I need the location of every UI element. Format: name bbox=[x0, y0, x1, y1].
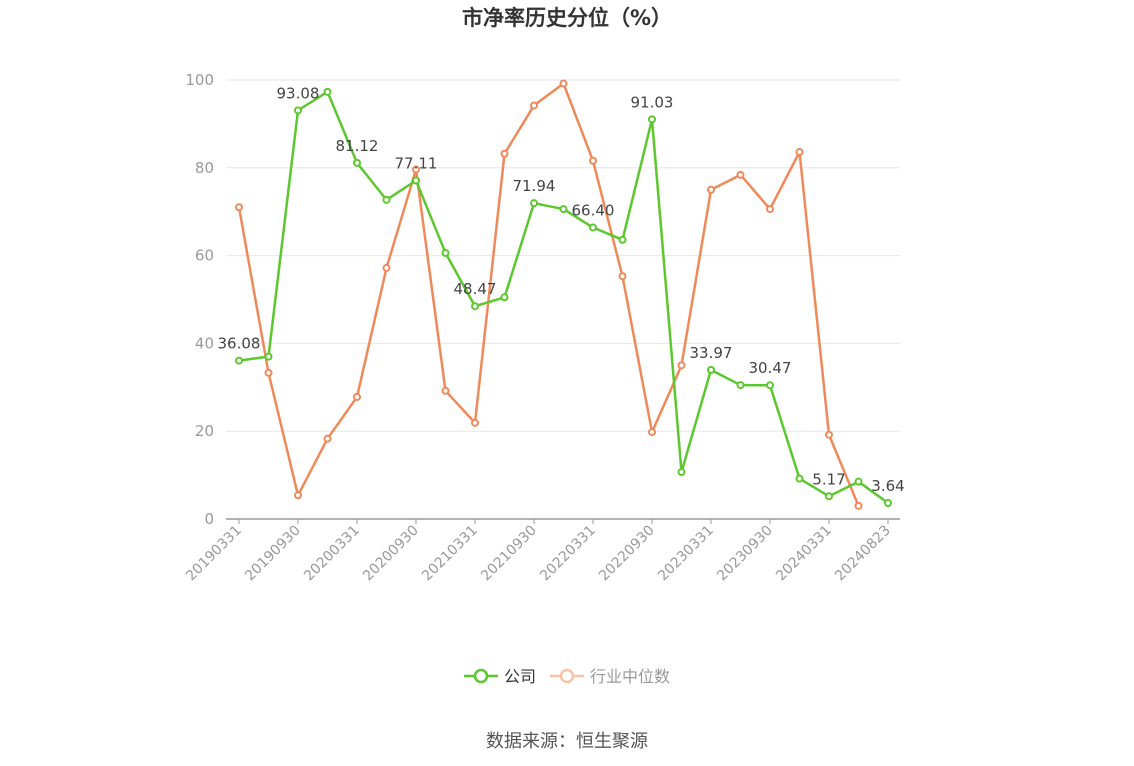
data-point[interactable] bbox=[677, 468, 686, 477]
legend-label: 公司 bbox=[504, 667, 536, 686]
y-tick-label: 100 bbox=[185, 71, 214, 89]
legend-marker bbox=[559, 668, 575, 684]
data-point[interactable] bbox=[589, 156, 597, 165]
y-tick-label: 0 bbox=[204, 510, 214, 528]
data-label: 93.08 bbox=[277, 84, 320, 102]
y-tick-label: 20 bbox=[195, 422, 214, 440]
data-point[interactable] bbox=[412, 165, 420, 174]
data-point[interactable] bbox=[471, 302, 479, 311]
x-tick-label: 20240331 bbox=[773, 523, 835, 585]
grid-lines bbox=[226, 79, 900, 432]
data-point[interactable] bbox=[854, 477, 863, 486]
legend[interactable]: 公司 行业中位数 bbox=[464, 667, 670, 686]
data-label: 77.11 bbox=[395, 154, 438, 172]
data-point[interactable] bbox=[500, 293, 509, 302]
legend-label: 行业中位数 bbox=[590, 667, 670, 686]
x-tick-label: 20190331 bbox=[183, 523, 245, 585]
data-point[interactable] bbox=[471, 418, 479, 427]
data-point[interactable] bbox=[589, 223, 597, 232]
chart-title: 市净率历史分位（%） bbox=[462, 6, 672, 30]
series-line bbox=[237, 82, 860, 507]
series-1 bbox=[235, 79, 863, 510]
x-tick-label: 20220930 bbox=[596, 523, 658, 585]
y-tick-label: 60 bbox=[195, 247, 214, 265]
x-tick-label: 20200930 bbox=[360, 523, 422, 585]
data-point[interactable] bbox=[235, 203, 243, 212]
data-label: 66.40 bbox=[572, 202, 615, 220]
data-point[interactable] bbox=[707, 365, 715, 374]
data-point[interactable] bbox=[294, 106, 302, 115]
data-point[interactable] bbox=[736, 381, 745, 390]
x-tick-label: 20220331 bbox=[537, 523, 599, 585]
data-point[interactable] bbox=[323, 434, 332, 443]
x-tick-label: 20240823 bbox=[832, 523, 894, 585]
data-point[interactable] bbox=[294, 491, 302, 500]
data-point[interactable] bbox=[677, 361, 686, 370]
x-tick-label: 20190930 bbox=[242, 523, 304, 585]
data-label: 91.03 bbox=[631, 93, 674, 111]
data-point[interactable] bbox=[618, 235, 627, 244]
x-axis: 2019033120190930202003312020093020210331… bbox=[183, 518, 900, 585]
x-tick-label: 20210930 bbox=[478, 523, 540, 585]
legend-item-1[interactable]: 行业中位数 bbox=[550, 667, 670, 686]
data-point[interactable] bbox=[264, 368, 273, 377]
data-point[interactable] bbox=[766, 205, 774, 214]
data-label: 30.47 bbox=[749, 359, 792, 377]
x-tick-label: 20200331 bbox=[301, 523, 363, 585]
data-point[interactable] bbox=[766, 381, 774, 390]
data-point[interactable] bbox=[736, 170, 745, 179]
data-point[interactable] bbox=[854, 501, 863, 510]
data-point[interactable] bbox=[353, 158, 361, 167]
data-point[interactable] bbox=[559, 205, 568, 214]
data-point[interactable] bbox=[707, 185, 715, 194]
series-0 bbox=[235, 87, 892, 508]
series-group bbox=[235, 79, 892, 510]
data-point[interactable] bbox=[795, 147, 804, 156]
data-point[interactable] bbox=[235, 356, 243, 365]
data-labels: 36.08 93.08 81.12 77.11 48.47 71.94 66.40 91.03… bbox=[218, 84, 905, 495]
data-point[interactable] bbox=[264, 352, 273, 361]
legend-item-0[interactable]: 公司 bbox=[464, 667, 536, 686]
data-point[interactable] bbox=[559, 79, 568, 88]
data-point[interactable] bbox=[884, 499, 892, 508]
data-label: 5.17 bbox=[812, 470, 845, 488]
data-point[interactable] bbox=[795, 474, 804, 483]
data-point[interactable] bbox=[648, 428, 656, 437]
x-tick-label: 20210331 bbox=[419, 523, 481, 585]
x-tick-label: 20230930 bbox=[714, 523, 776, 585]
data-point[interactable] bbox=[648, 115, 656, 124]
data-point[interactable] bbox=[441, 386, 450, 395]
data-point[interactable] bbox=[382, 263, 391, 272]
data-point[interactable] bbox=[382, 195, 391, 204]
data-point[interactable] bbox=[825, 430, 833, 439]
data-point[interactable] bbox=[500, 149, 509, 158]
y-tick-label: 80 bbox=[195, 159, 214, 177]
data-label: 71.94 bbox=[513, 177, 556, 195]
source-note: 数据来源：恒生聚源 bbox=[486, 731, 648, 752]
legend-marker bbox=[473, 668, 489, 684]
data-point[interactable] bbox=[530, 199, 538, 208]
data-point[interactable] bbox=[441, 248, 450, 257]
data-point[interactable] bbox=[825, 492, 833, 501]
data-label: 81.12 bbox=[336, 137, 379, 155]
data-point[interactable] bbox=[530, 101, 538, 110]
data-point[interactable] bbox=[323, 87, 332, 96]
data-point[interactable] bbox=[353, 392, 361, 401]
x-tick-label: 20230331 bbox=[655, 523, 717, 585]
data-label: 3.64 bbox=[871, 477, 904, 495]
y-axis: 0 20 40 60 80 100 bbox=[185, 71, 214, 528]
data-label: 33.97 bbox=[690, 344, 733, 362]
y-tick-label: 40 bbox=[195, 334, 214, 352]
data-point[interactable] bbox=[618, 272, 627, 281]
data-label: 36.08 bbox=[218, 335, 261, 353]
data-label: 48.47 bbox=[454, 280, 497, 298]
data-point[interactable] bbox=[412, 176, 420, 185]
